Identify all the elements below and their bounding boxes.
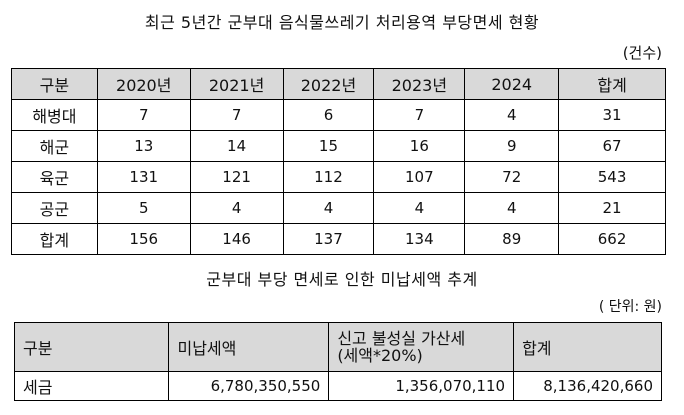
- table-header-row: 구분 미납세액 신고 불성실 가산세 (세액*20%) 합계: [13, 322, 662, 372]
- table-header-row: 구분 2020년 2021년 2022년 2023년 2024 합계: [11, 68, 666, 100]
- table1-title: 최근 5년간 군부대 음식물쓰레기 처리용역 부당면세 현황: [144, 13, 540, 32]
- table-row: 세금 6,780,350,550 1,356,070,110 8,136,420…: [13, 371, 662, 401]
- cell: 7: [189, 99, 284, 131]
- table-row: 해병대 7 7 6 7 4 31: [11, 99, 666, 131]
- cell: 146: [189, 223, 284, 255]
- header-penalty: 신고 불성실 가산세 (세액*20%): [328, 322, 515, 372]
- cell: 107: [373, 161, 466, 193]
- cell: 134: [373, 223, 466, 255]
- header-category: 구분: [13, 322, 170, 372]
- header-2021: 2021년: [189, 68, 284, 100]
- cell: 156: [96, 223, 191, 255]
- unpaid-tax-table: 구분 미납세액 신고 불성실 가산세 (세액*20%) 합계 세금 6,780,…: [13, 322, 662, 401]
- cell: 16: [373, 130, 466, 162]
- row-label: 해군: [11, 130, 98, 162]
- table2-unit: ( 단위: 원): [598, 299, 662, 315]
- header-total: 합계: [558, 68, 666, 100]
- header-category: 구분: [11, 68, 98, 100]
- cell: 7: [96, 99, 191, 131]
- header-2023: 2023년: [373, 68, 466, 100]
- cell: 9: [464, 130, 560, 162]
- unpaid-tax-value: 6,780,350,550: [168, 371, 330, 401]
- cell: 14: [189, 130, 284, 162]
- cell: 21: [558, 192, 666, 224]
- row-label: 합계: [11, 223, 98, 255]
- cell: 7: [373, 99, 466, 131]
- table-row: 육군 131 121 112 107 72 543: [11, 161, 666, 193]
- header-penalty-line1: 신고 불성실 가산세: [337, 329, 466, 348]
- row-label: 해병대: [11, 99, 98, 131]
- total-value: 8,136,420,660: [513, 371, 662, 401]
- cell: 89: [464, 223, 560, 255]
- header-unpaid-tax: 미납세액: [168, 322, 330, 372]
- cell: 31: [558, 99, 666, 131]
- cell: 4: [373, 192, 466, 224]
- table-row: 합계 156 146 137 134 89 662: [11, 223, 666, 255]
- penalty-value: 1,356,070,110: [328, 371, 515, 401]
- table1-unit: (건수): [622, 44, 662, 62]
- row-label: 공군: [11, 192, 98, 224]
- cell: 662: [558, 223, 666, 255]
- cell: 13: [96, 130, 191, 162]
- cell: 4: [282, 192, 375, 224]
- violation-count-table: 구분 2020년 2021년 2022년 2023년 2024 합계 해병대 7…: [11, 68, 666, 255]
- cell: 5: [96, 192, 191, 224]
- row-label: 육군: [11, 161, 98, 193]
- cell: 72: [464, 161, 560, 193]
- cell: 137: [282, 223, 375, 255]
- cell: 67: [558, 130, 666, 162]
- header-2024: 2024: [464, 68, 560, 100]
- cell: 131: [96, 161, 191, 193]
- cell: 15: [282, 130, 375, 162]
- table2-title: 군부대 부당 면세로 인한 미납세액 추계: [206, 270, 478, 289]
- cell: 4: [464, 99, 560, 131]
- cell: 4: [464, 192, 560, 224]
- table-row: 공군 5 4 4 4 4 21: [11, 192, 666, 224]
- table-row: 해군 13 14 15 16 9 67: [11, 130, 666, 162]
- cell: 121: [189, 161, 284, 193]
- header-penalty-line2: (세액*20%): [337, 346, 423, 365]
- header-2020: 2020년: [96, 68, 191, 100]
- header-total: 합계: [513, 322, 662, 372]
- cell: 4: [189, 192, 284, 224]
- cell: 112: [282, 161, 375, 193]
- row-label: 세금: [13, 371, 170, 401]
- cell: 543: [558, 161, 666, 193]
- header-2022: 2022년: [282, 68, 375, 100]
- cell: 6: [282, 99, 375, 131]
